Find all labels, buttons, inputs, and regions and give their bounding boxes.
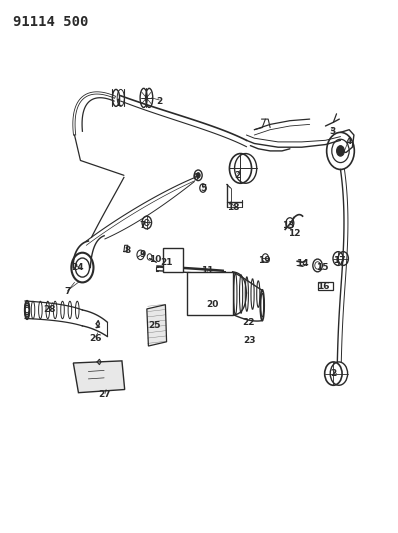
Bar [318,282,334,290]
Text: 13: 13 [282,221,294,230]
Bar [187,272,232,316]
Text: 19: 19 [258,256,271,265]
Circle shape [196,173,200,178]
Text: 26: 26 [89,334,102,343]
Text: 23: 23 [243,336,256,345]
Text: 21: 21 [160,258,173,266]
Text: 7: 7 [140,221,146,230]
Text: 10: 10 [148,255,161,264]
Polygon shape [73,361,125,393]
Text: 1: 1 [115,99,121,108]
Text: 7: 7 [64,287,71,296]
Text: 27: 27 [99,390,111,399]
Text: 5: 5 [201,184,207,193]
Text: 18: 18 [228,203,240,212]
Bar [163,248,183,272]
Text: 11: 11 [201,266,213,275]
Text: 25: 25 [148,321,161,330]
Text: 15: 15 [316,263,329,272]
Text: 3: 3 [330,127,336,136]
Text: 2: 2 [234,171,241,180]
Text: 14: 14 [296,260,309,268]
Text: 24: 24 [71,263,84,272]
Text: 8: 8 [125,246,131,255]
Polygon shape [147,305,167,346]
Text: 9: 9 [140,250,146,259]
Text: 17: 17 [333,256,345,265]
Text: 6: 6 [193,173,199,182]
Text: 12: 12 [289,229,301,238]
Text: 20: 20 [207,300,219,309]
Text: 16: 16 [317,282,330,291]
Text: 91114 500: 91114 500 [13,14,89,29]
Circle shape [337,146,344,156]
Text: 2: 2 [330,369,336,378]
Text: 22: 22 [242,318,255,327]
Text: 2: 2 [156,96,163,106]
Text: 4: 4 [345,138,351,147]
Text: 28: 28 [43,305,56,314]
